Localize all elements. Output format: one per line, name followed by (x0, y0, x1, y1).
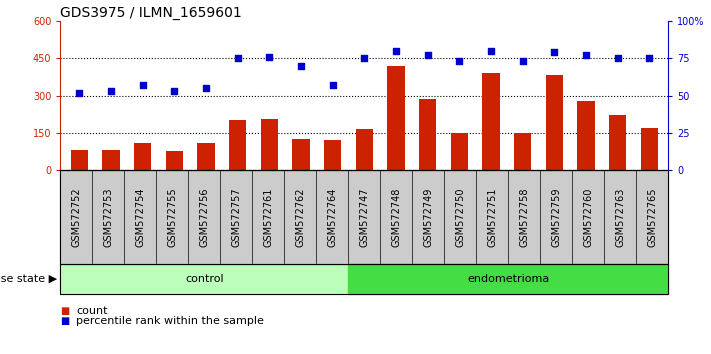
Text: percentile rank within the sample: percentile rank within the sample (76, 316, 264, 326)
Point (580, 53, 592, 58)
Text: GSM572757: GSM572757 (231, 187, 242, 247)
Point (643, 56, 655, 61)
Bar (609, 115, 626, 170)
Text: GSM572765: GSM572765 (647, 187, 658, 247)
Text: GSM572761: GSM572761 (263, 187, 274, 246)
Bar (70, 150, 88, 170)
Text: GSM572751: GSM572751 (487, 187, 498, 247)
Bar (324, 140, 341, 170)
Bar (292, 139, 310, 170)
Point (169, 88, 180, 94)
Bar (198, 143, 215, 170)
Point (295, 63, 306, 69)
Bar (134, 143, 151, 170)
Bar (514, 133, 531, 170)
Point (454, 58, 465, 64)
Text: GSM572748: GSM572748 (391, 187, 402, 246)
Text: GSM572749: GSM572749 (423, 187, 434, 246)
Point (517, 58, 528, 64)
Text: GSM572764: GSM572764 (327, 187, 338, 246)
Point (74, 90, 85, 96)
Point (105, 88, 117, 94)
Bar (577, 101, 594, 170)
Bar (261, 119, 278, 170)
Text: GSM572755: GSM572755 (167, 187, 178, 247)
Text: GSM572752: GSM572752 (71, 187, 82, 247)
Text: control: control (185, 274, 224, 284)
Text: count: count (76, 306, 107, 316)
Point (358, 56, 370, 61)
Text: GSM572754: GSM572754 (135, 187, 146, 247)
Bar (545, 75, 563, 170)
Text: GSM572763: GSM572763 (615, 187, 626, 246)
Text: GSM572760: GSM572760 (583, 187, 594, 246)
Text: GSM572762: GSM572762 (295, 187, 306, 247)
Point (486, 48, 497, 54)
Point (422, 53, 434, 58)
Point (612, 56, 624, 61)
Point (137, 82, 149, 88)
Text: GSM572750: GSM572750 (455, 187, 466, 247)
Bar (229, 120, 247, 170)
Bar (419, 99, 437, 170)
Point (201, 85, 212, 91)
Bar (641, 128, 658, 170)
Point (232, 56, 243, 61)
Text: ■: ■ (60, 316, 70, 326)
Point (549, 50, 560, 55)
Bar (166, 150, 183, 170)
Text: GDS3975 / ILMN_1659601: GDS3975 / ILMN_1659601 (60, 6, 242, 20)
Text: disease state ▶: disease state ▶ (0, 274, 57, 284)
Text: GSM572756: GSM572756 (199, 187, 210, 247)
Text: ■: ■ (60, 306, 70, 316)
Point (327, 82, 338, 88)
Bar (356, 129, 373, 170)
Point (264, 54, 275, 60)
Text: GSM572759: GSM572759 (551, 187, 562, 247)
Text: GSM572753: GSM572753 (103, 187, 114, 247)
Bar (451, 133, 468, 170)
Bar (102, 150, 119, 170)
Bar (482, 73, 500, 170)
Text: endometrioma: endometrioma (467, 274, 550, 284)
Point (390, 48, 402, 54)
Text: GSM572747: GSM572747 (359, 187, 370, 247)
Text: GSM572758: GSM572758 (519, 187, 530, 247)
Bar (387, 66, 405, 170)
